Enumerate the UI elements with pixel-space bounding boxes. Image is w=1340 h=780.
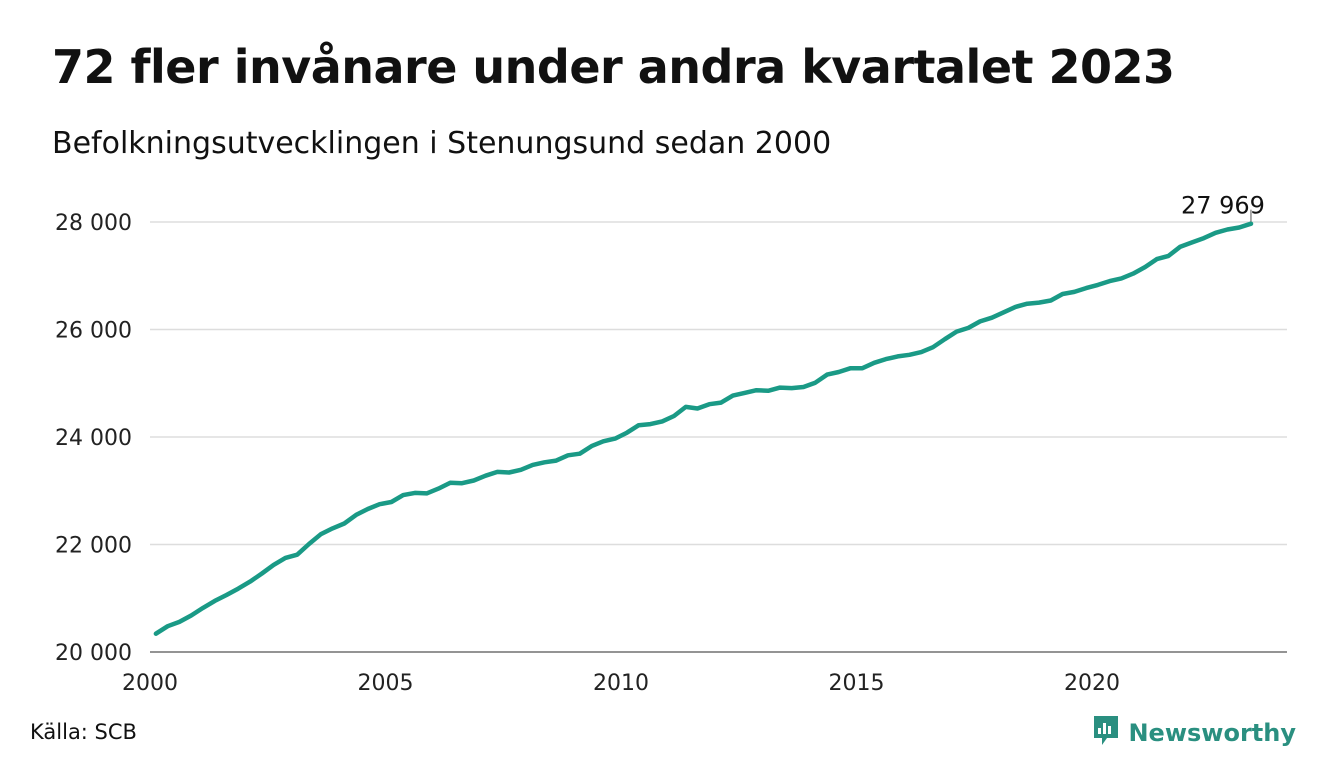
- source-label: Källa: SCB: [30, 720, 137, 744]
- y-tick-label: 22 000: [55, 534, 132, 559]
- y-tick-label: 28 000: [55, 211, 132, 236]
- x-tick-label: 2020: [1064, 671, 1120, 696]
- x-tick-label: 2010: [593, 671, 649, 696]
- newsworthy-logo-icon: [1092, 714, 1120, 752]
- y-tick-label: 20 000: [55, 641, 132, 666]
- y-tick-label: 26 000: [55, 319, 132, 344]
- line-chart: 20 000 22 000 24 000 26 000 28 000 2000 2005 20…: [55, 192, 1287, 696]
- last-value-label: 27 969: [1181, 192, 1265, 220]
- brand-logo[interactable]: Newsworthy: [1092, 714, 1296, 752]
- x-tick-label: 2000: [122, 671, 178, 696]
- chart-title: 72 fler invånare under andra kvartalet 2…: [52, 40, 1175, 94]
- y-tick-label: 24 000: [55, 426, 132, 451]
- brand-name: Newsworthy: [1128, 719, 1296, 747]
- chart-subtitle: Befolkningsutvecklingen i Stenungsund se…: [52, 126, 832, 161]
- series-line: [153, 221, 1254, 636]
- x-tick-label: 2015: [829, 671, 885, 696]
- x-tick-label: 2005: [358, 671, 414, 696]
